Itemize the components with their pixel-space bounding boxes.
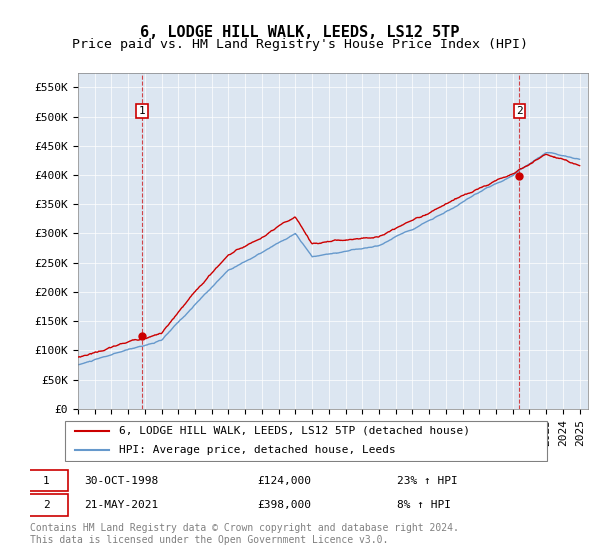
FancyBboxPatch shape	[25, 470, 68, 491]
Text: 8% ↑ HPI: 8% ↑ HPI	[397, 500, 451, 510]
Text: 6, LODGE HILL WALK, LEEDS, LS12 5TP (detached house): 6, LODGE HILL WALK, LEEDS, LS12 5TP (det…	[119, 426, 470, 436]
Text: 6, LODGE HILL WALK, LEEDS, LS12 5TP: 6, LODGE HILL WALK, LEEDS, LS12 5TP	[140, 25, 460, 40]
Text: Contains HM Land Registry data © Crown copyright and database right 2024.
This d: Contains HM Land Registry data © Crown c…	[30, 524, 459, 545]
Text: 23% ↑ HPI: 23% ↑ HPI	[397, 475, 458, 486]
Text: Price paid vs. HM Land Registry's House Price Index (HPI): Price paid vs. HM Land Registry's House …	[72, 38, 528, 51]
Text: 1: 1	[43, 475, 50, 486]
Text: £398,000: £398,000	[257, 500, 311, 510]
Text: £124,000: £124,000	[257, 475, 311, 486]
Text: 21-MAY-2021: 21-MAY-2021	[84, 500, 158, 510]
FancyBboxPatch shape	[65, 421, 547, 461]
FancyBboxPatch shape	[25, 494, 68, 516]
Text: 1: 1	[139, 106, 145, 116]
Text: 30-OCT-1998: 30-OCT-1998	[84, 475, 158, 486]
Text: HPI: Average price, detached house, Leeds: HPI: Average price, detached house, Leed…	[119, 445, 396, 455]
Text: 2: 2	[43, 500, 50, 510]
Text: 2: 2	[516, 106, 523, 116]
